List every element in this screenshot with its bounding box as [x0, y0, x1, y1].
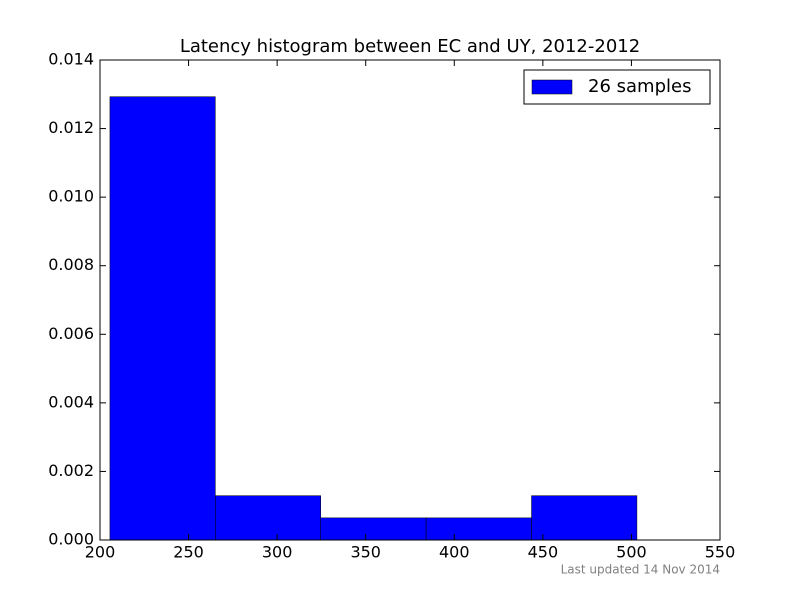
y-tick-label: 0.008 [48, 255, 94, 274]
y-tick-label: 0.014 [48, 50, 94, 69]
y-tick-label: 0.010 [48, 187, 94, 206]
x-tick-label: 200 [85, 543, 116, 562]
footnote: Last updated 14 Nov 2014 [561, 563, 720, 577]
y-tick-label: 0.012 [48, 118, 94, 137]
y-tick-label: 0.002 [48, 461, 94, 480]
x-tick-label: 500 [616, 543, 647, 562]
x-tick-label: 300 [262, 543, 293, 562]
histogram-bar [215, 495, 321, 541]
y-tick-label: 0.006 [48, 324, 94, 343]
x-tick-label: 250 [173, 543, 204, 562]
histogram-bar [109, 96, 216, 541]
y-tick-label: 0.004 [48, 392, 94, 411]
chart-title: Latency histogram between EC and UY, 201… [180, 36, 640, 57]
legend-label: 26 samples [588, 76, 691, 97]
histogram-bar [425, 517, 532, 541]
histogram-bar [531, 495, 638, 541]
x-tick-label: 550 [705, 543, 736, 562]
x-tick-label: 400 [439, 543, 470, 562]
plot-frame [99, 59, 721, 541]
y-tick-label: 0.000 [48, 530, 94, 549]
histogram-bar [320, 517, 427, 541]
legend-swatch [531, 79, 573, 95]
x-tick-label: 450 [528, 543, 559, 562]
x-tick-label: 350 [350, 543, 381, 562]
